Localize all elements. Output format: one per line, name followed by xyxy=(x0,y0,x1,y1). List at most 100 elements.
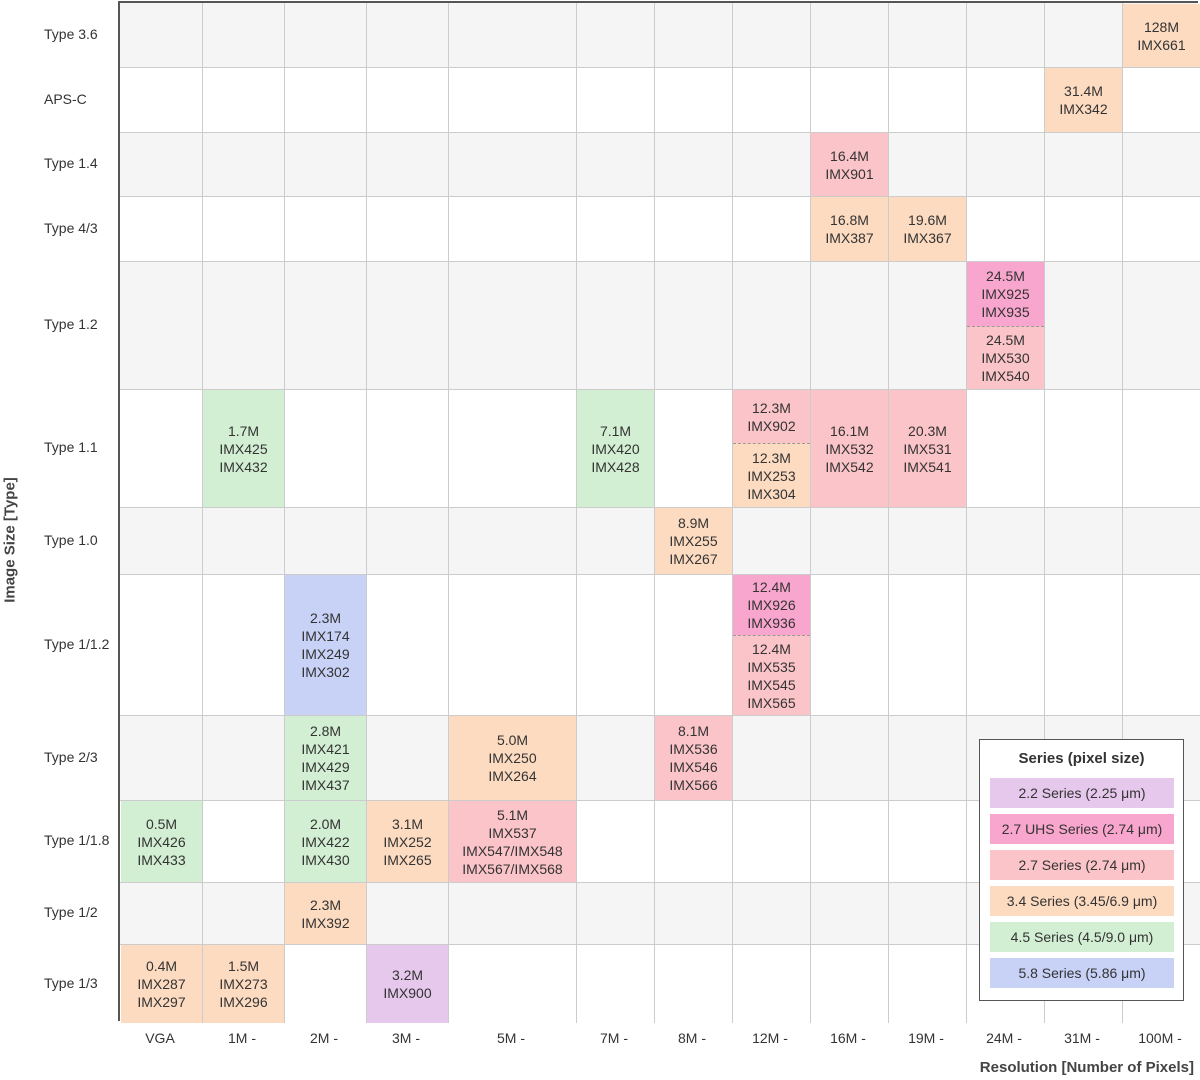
sensor-cell: 19.6M IMX367 xyxy=(889,197,966,261)
grid-vertical-line xyxy=(966,3,967,1023)
cell-model: IMX297 xyxy=(137,994,186,1010)
cell-model: IMX249 xyxy=(301,646,350,662)
cell-model: IMX421 xyxy=(301,741,350,757)
cell-resolution: 8.1M xyxy=(677,723,710,739)
cell-resolution: 5.0M xyxy=(496,732,529,748)
cell-model: IMX545 xyxy=(747,676,796,693)
row-label: Type 3.6 xyxy=(44,26,98,42)
cell-resolution: 20.3M xyxy=(908,422,947,439)
cell-model: IMX426 xyxy=(137,833,186,850)
cell-resolution: 24.5M xyxy=(986,268,1025,284)
grid-vertical-line xyxy=(732,3,733,1023)
cell-resolution: 2.8M xyxy=(309,723,342,739)
sensor-cell: 16.8M IMX387 xyxy=(811,197,888,261)
grid-row-background xyxy=(120,196,1200,261)
column-label: 100M - xyxy=(1138,1030,1182,1046)
sensor-cell: 3.2M IMX900 xyxy=(367,945,448,1023)
row-label: Type 1/1.2 xyxy=(44,635,110,652)
cell-model: IMX430 xyxy=(301,851,350,868)
sensor-cell: 7.1M IMX420 IMX428 xyxy=(577,390,654,507)
sensor-cell: 2.8M IMX421 IMX429 IMX437 xyxy=(285,716,366,800)
cell-model: IMX428 xyxy=(591,458,640,475)
cell-model: IMX936 xyxy=(747,615,796,631)
row-label: Type 1.0 xyxy=(44,531,98,548)
sensor-cell: 3.1M IMX252 IMX265 xyxy=(367,801,448,882)
sensor-cell: 24.5M IMX925 IMX935 xyxy=(967,262,1044,326)
grid-vertical-line xyxy=(448,3,449,1023)
cell-model: IMX425 xyxy=(219,440,268,457)
sensor-cell: 16.4M IMX901 xyxy=(811,133,888,196)
cell-model: IMX565 xyxy=(747,694,796,711)
cell-model: IMX392 xyxy=(301,914,350,931)
legend-item: 5.8 Series (5.86 μm) xyxy=(990,958,1174,988)
cell-model: IMX287 xyxy=(137,976,186,992)
cell-resolution: 16.8M xyxy=(830,212,869,228)
row-label: Type 1.1 xyxy=(44,439,98,455)
column-label: 7M - xyxy=(600,1030,628,1046)
sensor-cell: 1.7M IMX425 IMX432 xyxy=(203,390,284,507)
sensor-cell: 20.3M IMX531 IMX541 xyxy=(889,390,966,507)
cell-model: IMX541 xyxy=(903,458,952,475)
cell-resolution: 24.5M xyxy=(986,332,1025,348)
cell-model: IMX174 xyxy=(301,628,350,644)
grid-horizontal-line xyxy=(120,196,1200,197)
sensor-cell: 12.3M IMX253 IMX304 xyxy=(733,443,810,507)
cell-model: IMX540 xyxy=(981,368,1030,384)
cell-model: IMX536 xyxy=(669,741,718,757)
cell-model: IMX422 xyxy=(301,833,350,850)
cell-model: IMX296 xyxy=(219,994,268,1010)
row-label: Type 1/3 xyxy=(44,974,98,991)
column-label: 12M - xyxy=(752,1030,788,1046)
x-axis-title: Resolution [Number of Pixels] xyxy=(979,1059,1194,1076)
grid-horizontal-line xyxy=(120,574,1200,575)
legend-item: 2.7 UHS Series (2.74 μm) xyxy=(990,814,1174,844)
sensor-cell: 16.1M IMX532 IMX542 xyxy=(811,390,888,507)
cell-model: IMX253 xyxy=(747,467,796,484)
cell-resolution: 1.5M xyxy=(227,958,260,974)
sensor-cell: 5.1M IMX537 IMX547/IMX548 IMX567/IMX568 xyxy=(449,801,576,882)
row-label: Type 1/2 xyxy=(44,904,98,920)
sensor-cell: 12.4M IMX926 IMX936 xyxy=(733,575,810,635)
cell-model: IMX661 xyxy=(1137,36,1186,53)
column-label: 16M - xyxy=(830,1030,866,1046)
grid-horizontal-line xyxy=(120,261,1200,262)
cell-resolution: 12.4M xyxy=(752,579,791,595)
cell-model: IMX935 xyxy=(981,304,1030,320)
sensor-cell: 0.5M IMX426 IMX433 xyxy=(121,801,202,882)
grid-horizontal-line xyxy=(120,389,1200,390)
sensor-cell: 12.4M IMX535 IMX545 IMX565 xyxy=(733,635,810,715)
cell-resolution: 12.3M xyxy=(752,449,791,466)
row-label: Type 1/1.8 xyxy=(44,832,110,848)
sensor-cell: 1.5M IMX273 IMX296 xyxy=(203,945,284,1023)
column-label: 19M - xyxy=(908,1030,944,1046)
grid-row-background xyxy=(120,574,1200,715)
sensor-cell: 31.4M IMX342 xyxy=(1045,68,1122,132)
grid-horizontal-line xyxy=(120,944,1200,945)
sensor-cell: 128M IMX661 xyxy=(1123,4,1200,67)
cell-resolution: 31.4M xyxy=(1064,83,1103,99)
cell-model: IMX432 xyxy=(219,458,268,475)
cell-model: IMX433 xyxy=(137,851,186,868)
cell-model: IMX902 xyxy=(747,417,796,434)
cell-resolution: 8.9M xyxy=(677,515,710,531)
cell-resolution: 16.4M xyxy=(830,147,869,164)
column-label: 2M - xyxy=(310,1030,338,1046)
cell-model: IMX925 xyxy=(981,286,1030,302)
sensor-cell: 0.4M IMX287 IMX297 xyxy=(121,945,202,1023)
legend-item: 2.2 Series (2.25 μm) xyxy=(990,778,1174,808)
grid-vertical-line xyxy=(202,3,203,1023)
legend: Series (pixel size) 2.2 Series (2.25 μm)… xyxy=(979,739,1184,1001)
cell-resolution: 3.1M xyxy=(391,815,424,832)
row-label: Type 4/3 xyxy=(44,219,98,236)
cell-model: IMX342 xyxy=(1059,101,1108,117)
legend-item: 4.5 Series (4.5/9.0 μm) xyxy=(990,922,1174,952)
cell-model: IMX546 xyxy=(669,759,718,775)
row-label: Type 1.4 xyxy=(44,155,98,171)
cell-model: IMX387 xyxy=(825,230,874,246)
cell-resolution: 12.3M xyxy=(752,399,791,416)
sensor-cell: 24.5M IMX530 IMX540 xyxy=(967,326,1044,389)
cell-model: IMX429 xyxy=(301,759,350,775)
cell-model: IMX547/IMX548 xyxy=(462,842,563,859)
grid-vertical-line xyxy=(810,3,811,1023)
grid-horizontal-line xyxy=(120,800,1200,801)
